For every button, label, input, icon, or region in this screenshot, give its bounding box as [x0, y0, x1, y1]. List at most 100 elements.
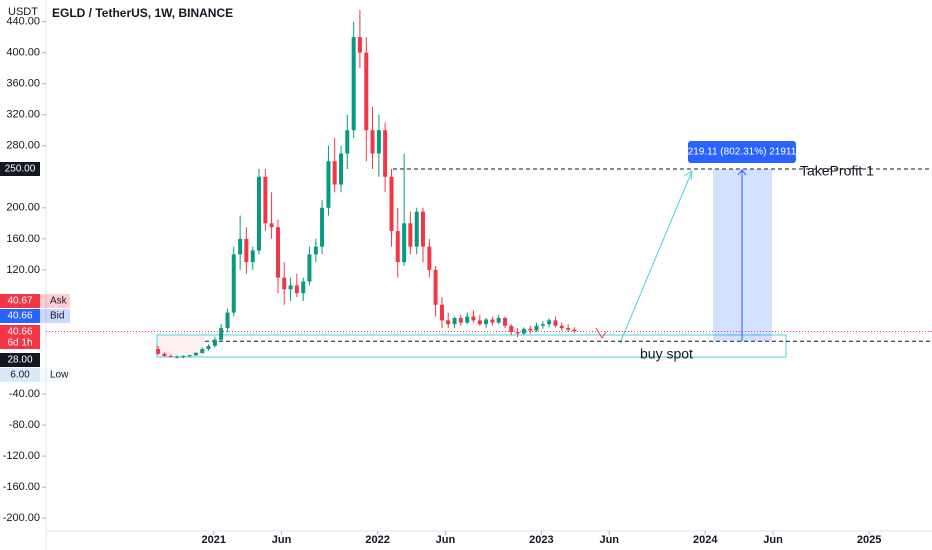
candle-body — [433, 269, 438, 305]
price-tag — [0, 294, 40, 308]
candle-body — [465, 316, 470, 323]
price-tag-note-box — [40, 294, 70, 308]
x-tick-label: 2025 — [857, 534, 881, 546]
price-tag — [0, 309, 40, 323]
candle-body — [496, 317, 501, 323]
candle-body — [219, 328, 224, 340]
candle-body — [566, 328, 571, 330]
measure-label: 219.11 (802.31%) 21911 — [688, 147, 797, 158]
buy-zone — [156, 334, 787, 358]
y-tick-label: 160.00 — [6, 233, 40, 245]
y-tick-label: 200.00 — [6, 202, 40, 214]
candle-body — [288, 285, 293, 290]
candle-body — [313, 246, 318, 255]
x-tick-label: 2023 — [529, 534, 553, 546]
y-tick-label: -40.00 — [9, 388, 40, 400]
price-tag-note-box — [40, 368, 70, 382]
y-tick-label: -80.00 — [9, 419, 40, 431]
candle-body — [452, 317, 457, 325]
candle-body — [414, 211, 419, 247]
y-axis-label: USDT — [8, 6, 38, 18]
price-tag-note: 6d 1h — [7, 338, 32, 349]
candle-body — [181, 356, 186, 358]
price-tag-note: Bid — [50, 311, 64, 322]
candle-body — [402, 223, 407, 263]
x-tick-label: Jun — [763, 534, 783, 546]
candle-body — [244, 238, 249, 263]
arrow-head — [683, 170, 693, 181]
candle-body — [206, 345, 211, 350]
measure-label-box — [688, 141, 796, 163]
candle-body — [408, 223, 413, 247]
candle-body — [364, 52, 369, 131]
y-tick-label: -160.00 — [3, 481, 40, 493]
candle-body — [383, 130, 388, 177]
x-tick-label: Jun — [436, 534, 456, 546]
price-tag-label: 40.67 — [7, 296, 32, 307]
candle-body — [547, 320, 552, 325]
candle-body — [509, 325, 514, 332]
candle-body — [200, 349, 205, 353]
candle-body — [427, 246, 432, 270]
candle-body — [332, 161, 337, 185]
candle-body — [307, 254, 312, 282]
candle-body — [553, 320, 558, 326]
candle-body — [439, 304, 444, 321]
candle-body — [477, 320, 482, 325]
x-tick-label: 2021 — [202, 534, 226, 546]
candle-body — [528, 328, 533, 331]
candle-body — [294, 285, 299, 294]
candle-body — [345, 130, 350, 154]
price-tag — [0, 162, 40, 177]
target-label: TakeProfit 1 — [800, 163, 874, 179]
candle-body — [559, 325, 564, 329]
candle-body — [357, 37, 362, 53]
candle-body — [471, 316, 476, 321]
candle-body — [490, 319, 495, 323]
y-tick-label: 120.00 — [6, 264, 40, 276]
x-tick-label: 2024 — [693, 534, 718, 546]
buy-label: buy spot — [640, 346, 693, 362]
candle-body — [168, 356, 173, 358]
candle-body — [301, 281, 306, 294]
candle-body — [162, 353, 167, 357]
candle-body — [193, 352, 198, 356]
candle-body — [282, 277, 287, 290]
candle-body — [250, 250, 255, 263]
y-tick-label: -120.00 — [3, 450, 40, 462]
candle-body — [572, 329, 577, 332]
candle-body — [238, 238, 243, 255]
price-tag-note-box — [40, 309, 70, 323]
candle-body — [446, 320, 451, 325]
price-tag-label: 40.66 — [7, 327, 32, 338]
y-tick-label: 400.00 — [6, 47, 40, 59]
x-tick-label: Jun — [599, 534, 619, 546]
x-tick-label: Jun — [272, 534, 292, 546]
chart-title: EGLD / TetherUS, 1W, BINANCE — [52, 6, 233, 20]
candle-body — [389, 176, 394, 232]
y-tick-label: 280.00 — [6, 140, 40, 152]
candle-body — [395, 231, 400, 263]
zone-fill — [157, 335, 205, 357]
candle-body — [420, 211, 425, 247]
candle-body — [534, 325, 539, 331]
candle-body — [269, 223, 274, 228]
candle-body — [175, 356, 180, 358]
candle-body — [351, 37, 356, 131]
y-tick-label: 360.00 — [6, 78, 40, 90]
candle-body — [515, 331, 520, 334]
candle-body — [503, 317, 508, 326]
candle-body — [458, 317, 463, 323]
candle-body — [156, 349, 161, 354]
price-tag — [0, 368, 40, 382]
projection-arrow — [619, 170, 693, 344]
price-tag-label: 40.66 — [7, 311, 32, 322]
price-tag-note: Ask — [50, 296, 68, 307]
x-tick-label: 2022 — [365, 534, 389, 546]
price-tag — [0, 353, 40, 367]
candle-body — [339, 153, 344, 185]
candle-body — [484, 319, 489, 325]
